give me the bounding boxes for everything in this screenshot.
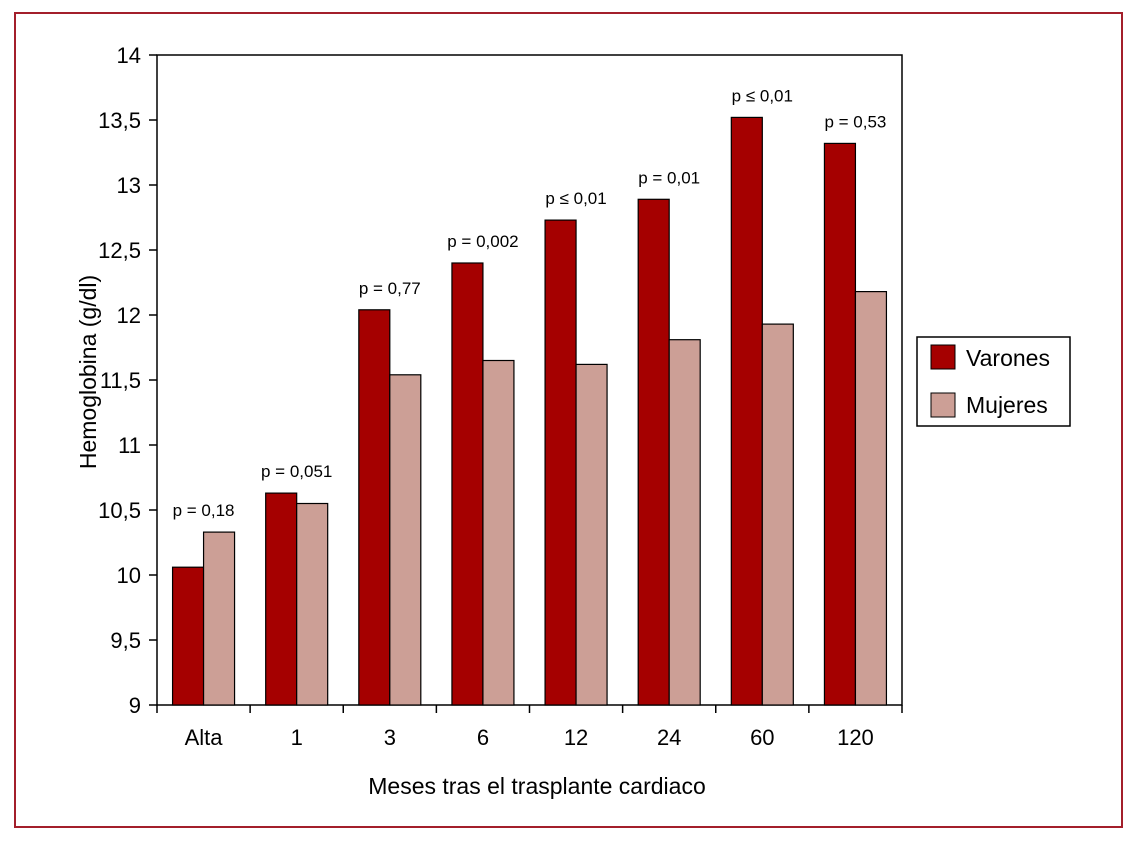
bar-varones [451, 262, 484, 706]
bar-varones [730, 116, 763, 706]
legend-label-mujeres: Mujeres [966, 392, 1048, 418]
y-tick-label: 14 [117, 43, 141, 68]
p-value-annotation: p = 0,002 [447, 232, 518, 251]
p-value-annotation: p = 0,53 [824, 112, 886, 131]
p-value-annotation: p = 0,77 [359, 279, 421, 298]
y-tick-label: 11 [118, 433, 141, 458]
p-value-annotations: p = 0,18 p = 0,051 p = 0,77 p = 0,002 p ≤ 0,… [173, 86, 887, 520]
bar-varones [637, 198, 670, 706]
legend-swatch-varones [930, 344, 956, 370]
x-axis: Alta 1 3 6 12 24 60 120 [156, 705, 903, 750]
legend: Varones Mujeres [916, 336, 1071, 427]
x-tick-label: 1 [291, 725, 303, 750]
bar-mujeres [482, 359, 515, 706]
bar-mujeres [854, 291, 888, 706]
legend-label-varones: Varones [966, 345, 1050, 371]
y-tick-label: 11,5 [100, 368, 141, 393]
legend-swatch-mujeres [930, 392, 956, 418]
y-tick-label: 9,5 [110, 628, 141, 653]
bar-mujeres [389, 374, 422, 706]
bar-mujeres [296, 502, 329, 706]
p-value-annotation: p = 0,18 [173, 501, 235, 520]
p-value-annotation: p ≤ 0,01 [732, 86, 793, 105]
x-tick-label: 120 [837, 725, 874, 750]
figure-frame [14, 12, 1123, 828]
y-axis: 9 9,5 10 10,5 11 11,5 12 12,5 13 13,5 14 [98, 43, 157, 718]
bar-varones [823, 142, 857, 706]
x-tick-label: 12 [564, 725, 588, 750]
bars [171, 116, 888, 706]
x-tick-label: 24 [657, 725, 681, 750]
p-value-annotation: p ≤ 0,01 [545, 189, 606, 208]
y-tick-label: 9 [129, 693, 141, 718]
x-tick-label: 6 [477, 725, 489, 750]
x-tick-label: Alta [185, 725, 224, 750]
y-tick-label: 10 [117, 563, 141, 588]
y-tick-label: 13 [117, 173, 141, 198]
x-tick-label: 3 [384, 725, 396, 750]
bar-varones [358, 309, 391, 706]
bar-varones [265, 492, 298, 706]
bar-mujeres [202, 531, 236, 706]
y-tick-label: 10,5 [98, 498, 141, 523]
x-axis-title: Meses tras el trasplante cardiaco [368, 773, 706, 799]
p-value-annotation: p = 0,051 [261, 462, 332, 481]
bar-varones [544, 219, 577, 706]
x-tick-label: 60 [750, 725, 774, 750]
y-tick-label: 12 [117, 303, 141, 328]
y-tick-label: 12,5 [98, 238, 141, 263]
bar-mujeres [668, 339, 701, 706]
p-value-annotation: p = 0,01 [638, 168, 700, 187]
y-tick-label: 13,5 [98, 108, 141, 133]
y-axis-title: Hemoglobina (g/dl) [75, 275, 101, 469]
bar-varones [171, 566, 205, 706]
bar-mujeres [761, 323, 794, 706]
bar-mujeres [575, 363, 608, 706]
